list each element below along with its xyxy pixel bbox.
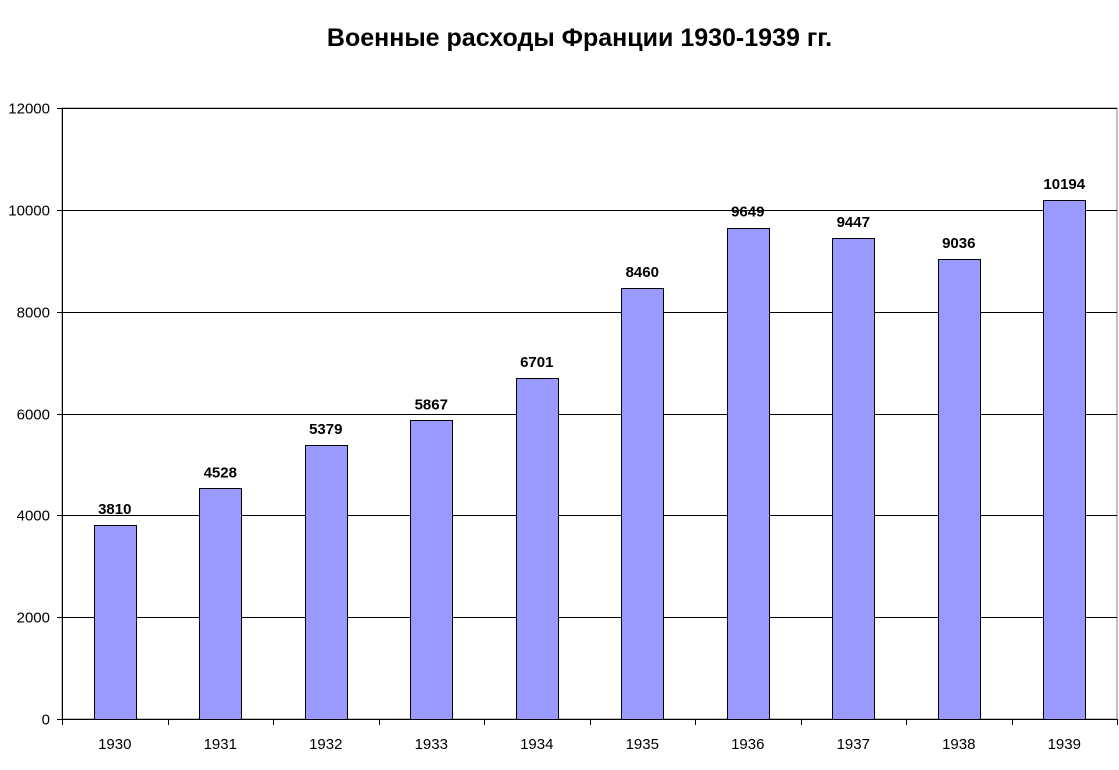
- x-tick-label-1930: 1930: [98, 736, 131, 753]
- data-label-1934: 6701: [520, 354, 553, 371]
- x-tick-label-1936: 1936: [731, 736, 764, 753]
- x-tick-label-1933: 1933: [415, 736, 448, 753]
- x-tick-label-1937: 1937: [837, 736, 870, 753]
- data-label-1933: 5867: [415, 396, 448, 413]
- bar-1937: [832, 238, 875, 720]
- x-tick-label-1939: 1939: [1048, 736, 1081, 753]
- y-tick-label: 2000: [17, 610, 50, 627]
- data-label-1932: 5379: [309, 421, 342, 438]
- bar-1934: [516, 378, 559, 720]
- bar-1930: [94, 525, 137, 720]
- data-label-1939: 10194: [1043, 176, 1085, 193]
- bar-1938: [938, 259, 981, 720]
- bar-1939: [1043, 200, 1086, 720]
- x-tick-label-1935: 1935: [626, 736, 659, 753]
- data-label-1938: 9036: [942, 235, 975, 252]
- bar-1936: [727, 228, 770, 720]
- bar-1932: [305, 445, 348, 720]
- x-tick-label-1932: 1932: [309, 736, 342, 753]
- data-label-1931: 4528: [204, 464, 237, 481]
- x-tick-label-1938: 1938: [942, 736, 975, 753]
- chart-title: Военные расходы Франции 1930-1939 гг.: [326, 24, 833, 52]
- y-tick-label: 12000: [8, 101, 50, 118]
- bar-1933: [410, 420, 453, 720]
- data-label-1937: 9447: [837, 214, 870, 231]
- y-tick-label: 8000: [17, 305, 50, 322]
- data-label-1935: 8460: [626, 264, 659, 281]
- labels: 0 2000 4000 6000 8000 10000 12000 3810 1930 4528 1…: [8, 101, 1085, 754]
- data-label-1936: 9649: [731, 204, 764, 221]
- y-tick-label: 10000: [8, 203, 50, 220]
- x-tick-label-1934: 1934: [520, 736, 553, 753]
- bars: [94, 200, 1086, 720]
- y-tick-label: 6000: [17, 407, 50, 424]
- bar-1935: [621, 288, 664, 720]
- bar-1931: [199, 488, 242, 720]
- data-label-1930: 3810: [98, 501, 131, 518]
- x-tick-label-1931: 1931: [204, 736, 237, 753]
- axes: [57, 108, 1118, 725]
- y-tick-label: 4000: [17, 508, 50, 525]
- y-tick-label: 0: [42, 712, 50, 729]
